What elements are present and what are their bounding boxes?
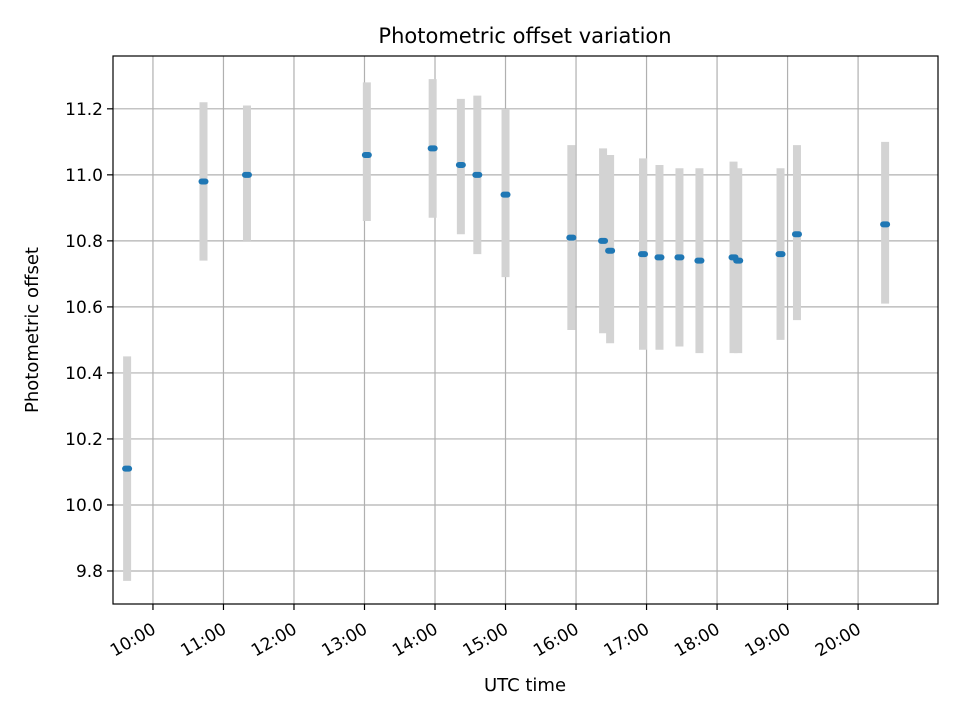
data-point bbox=[361, 152, 372, 159]
y-tick-label: 10.4 bbox=[65, 364, 103, 384]
data-point bbox=[427, 145, 438, 152]
y-axis-label: Photometric offset bbox=[22, 247, 43, 413]
y-tick-label: 9.8 bbox=[76, 562, 103, 582]
data-point bbox=[455, 161, 466, 168]
y-tick-label: 11.0 bbox=[65, 166, 103, 186]
y-tick-label: 10.2 bbox=[65, 430, 103, 450]
data-point bbox=[638, 251, 649, 258]
data-point bbox=[674, 254, 685, 261]
plot-frame bbox=[112, 55, 939, 605]
y-tick-label: 10.6 bbox=[65, 298, 103, 318]
y-tick-label: 11.2 bbox=[65, 100, 103, 120]
chart-title: Photometric offset variation bbox=[378, 24, 671, 48]
y-tick-label: 10.8 bbox=[65, 232, 103, 252]
y-tick-label: 10.0 bbox=[65, 496, 103, 516]
data-point bbox=[122, 465, 133, 472]
data-point bbox=[880, 221, 891, 228]
data-point bbox=[694, 257, 705, 264]
data-point bbox=[775, 251, 786, 258]
data-point bbox=[500, 191, 511, 198]
data-point bbox=[198, 178, 209, 185]
grid-lines bbox=[113, 56, 938, 604]
x-axis-label: UTC time bbox=[484, 675, 566, 696]
data-point bbox=[605, 247, 616, 254]
data-points bbox=[122, 145, 891, 472]
data-point bbox=[654, 254, 665, 261]
data-point bbox=[472, 171, 483, 178]
data-point bbox=[791, 231, 802, 238]
data-point bbox=[566, 234, 577, 241]
data-point bbox=[733, 257, 744, 264]
data-point bbox=[598, 237, 609, 244]
data-point bbox=[241, 171, 252, 178]
